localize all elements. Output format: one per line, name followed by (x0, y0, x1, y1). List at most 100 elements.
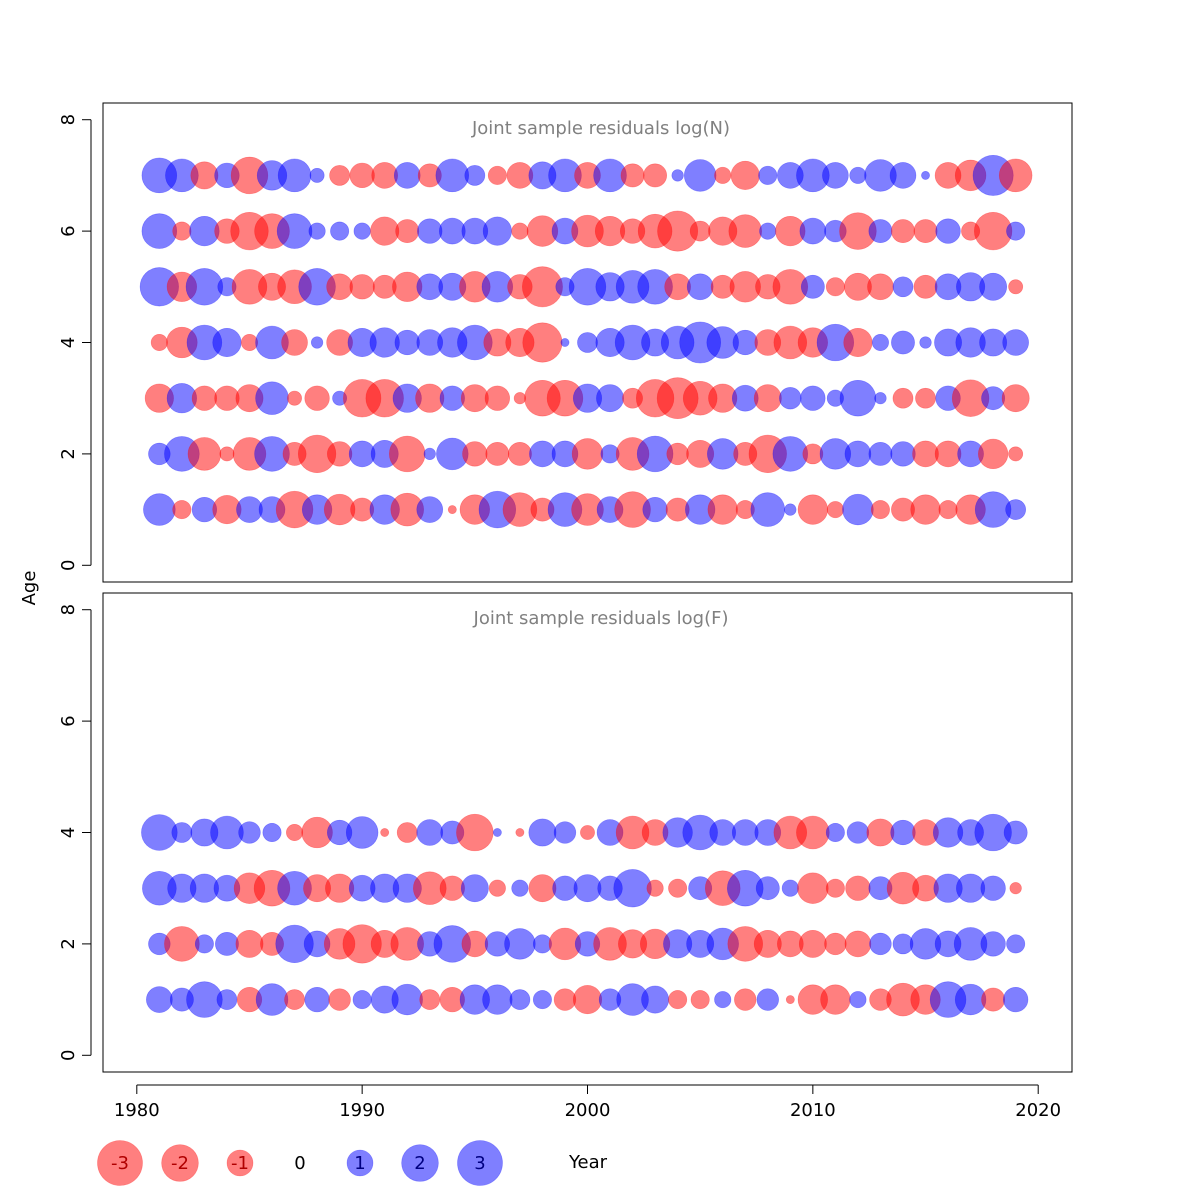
residual-bubble (240, 333, 258, 352)
residual-bubble (389, 435, 426, 473)
residual-bubble (380, 828, 390, 837)
residual-bubble (707, 494, 738, 525)
residual-bubble (164, 926, 200, 962)
residual-bubble (826, 501, 844, 519)
residual-bubble (758, 165, 778, 185)
residual-bubble (641, 985, 670, 1014)
residual-bubble (528, 874, 557, 903)
residual-bubble (484, 385, 510, 411)
residual-bubble (714, 991, 732, 1009)
residual-bubble (326, 441, 353, 467)
residual-bubble (891, 330, 915, 355)
residual-bubble (238, 821, 261, 844)
residual-bubble (820, 984, 851, 1015)
residual-bubble (935, 218, 961, 244)
residual-bubble (488, 879, 506, 897)
residual-bubble (844, 930, 872, 958)
residual-bubble (328, 988, 351, 1011)
residual-bubble (913, 274, 938, 299)
residual-bubble (869, 932, 892, 956)
residual-bubble (573, 874, 602, 903)
residual-bubble (868, 441, 893, 466)
residual-bubble (460, 874, 489, 903)
residual-bubble (522, 322, 563, 363)
residual-bubble (352, 990, 372, 1010)
residual-bubble (785, 995, 795, 1005)
residual-bubble (185, 268, 224, 306)
residual-bubble (690, 990, 710, 1010)
residual-bubble (596, 384, 624, 413)
x-tick-label: 1990 (339, 1100, 385, 1121)
residual-bubble (800, 274, 825, 299)
residual-bubble (871, 333, 889, 352)
residual-bubble (728, 214, 762, 248)
x-tick-label: 2020 (1015, 1100, 1061, 1121)
residual-bubble (580, 825, 595, 840)
legend-bubble (97, 1140, 143, 1186)
y-axis-title: Age (19, 571, 40, 606)
residual-bubble (730, 160, 760, 190)
residual-bubble (797, 494, 828, 525)
residual-bubble (797, 872, 829, 904)
residual-bubble (482, 984, 513, 1015)
axes-group: 0 2 4 6 8 0 2 4 6 8 1980 1990 2000 2010 2020 (58, 114, 1061, 1121)
residual-bubble (460, 384, 489, 413)
residual-bubble (286, 823, 304, 842)
residual-bubble (798, 929, 827, 958)
residual-bubble (461, 930, 489, 958)
residual-bubble (281, 329, 308, 356)
y-tick-label-top: 0 (58, 560, 79, 571)
bubble-group-bottom (141, 813, 1029, 1018)
residual-bubble (845, 875, 871, 901)
residual-bubble (756, 988, 779, 1011)
residual-bubble (1003, 986, 1029, 1013)
residual-bubble (329, 165, 350, 186)
residual-bubble (171, 822, 193, 843)
residual-bubble (513, 392, 527, 405)
residual-bubble (866, 818, 895, 847)
residual-bubble (560, 338, 570, 347)
residual-bubble (1003, 820, 1028, 845)
residual-bubble (553, 821, 577, 844)
legend-bubble (457, 1140, 503, 1186)
residual-bubble (141, 213, 178, 249)
residual-bubble (511, 879, 529, 897)
legend-label: 0 (294, 1153, 305, 1174)
residual-bubble (194, 934, 214, 954)
residual-bubble (439, 217, 466, 245)
residual-bubble (529, 440, 556, 468)
residual-bubble (915, 387, 936, 409)
panel-title-top: Joint sample residuals log(N) (471, 118, 730, 139)
residual-bubble (844, 440, 872, 468)
residual-bubble (393, 162, 421, 189)
residual-bubble (464, 165, 486, 186)
residual-bubble (395, 219, 420, 244)
residual-bubble (734, 988, 757, 1011)
residual-bubble (799, 217, 827, 245)
residual-bubble (277, 158, 312, 193)
residual-bubble (1006, 934, 1026, 954)
residual-bubble (216, 989, 238, 1010)
residual-bubble (353, 222, 371, 240)
residual-bubble (417, 218, 443, 244)
residual-bubble (190, 161, 219, 190)
residual-bubble (731, 819, 759, 846)
residual-bubble (849, 991, 867, 1009)
residual-bubble (511, 222, 529, 240)
residual-bubble (515, 828, 525, 837)
y-tick-label-bottom: 6 (58, 715, 79, 726)
residual-bubble (1006, 221, 1026, 241)
legend-bubble (161, 1144, 199, 1182)
residual-bubble (613, 869, 652, 908)
residual-bubble (891, 219, 915, 244)
residual-bubble (304, 385, 330, 411)
legend-label: 3 (474, 1153, 485, 1174)
y-tick-label-bottom: 4 (58, 827, 79, 838)
residual-bubble (1008, 279, 1024, 295)
legend-label: 2 (414, 1153, 425, 1174)
residual-bubble (732, 329, 758, 356)
residual-bubble (796, 815, 830, 850)
legend-label: 1 (354, 1153, 365, 1174)
x-tick-label: 2000 (565, 1100, 611, 1121)
